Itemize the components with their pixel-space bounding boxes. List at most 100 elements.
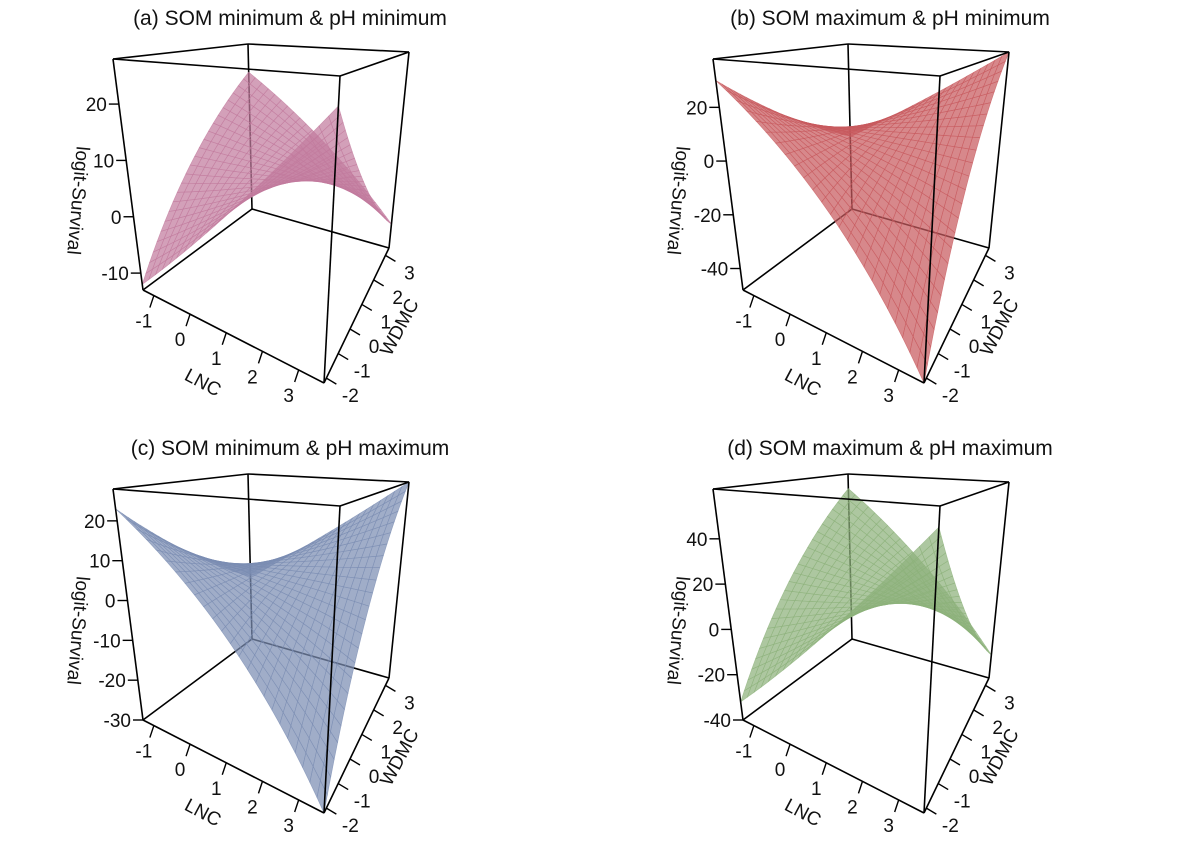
panel-title: (a) SOM minimum & pH minimum	[133, 7, 447, 30]
x-tick-label: 0	[775, 330, 786, 351]
y-tick-label: -2	[942, 816, 959, 837]
x-tick-label: 3	[283, 816, 294, 837]
x-tick-label: -1	[135, 312, 152, 333]
box-edge	[851, 638, 990, 679]
x-tick	[821, 762, 827, 776]
surface	[141, 71, 392, 286]
z-tick-label: -10	[93, 631, 120, 652]
z-tick-label: 10	[89, 552, 110, 573]
y-tick	[926, 377, 937, 385]
x-tick-label: 1	[211, 349, 222, 370]
z-axis-label: logit-Survival	[62, 145, 92, 255]
z-tick-label: 0	[111, 208, 122, 229]
z-axis-label: logit-Survival	[662, 145, 692, 255]
x-tick	[785, 743, 791, 757]
box-edge	[742, 208, 853, 291]
y-tick	[949, 328, 961, 336]
x-tick	[857, 781, 864, 794]
y-tick	[337, 782, 349, 791]
z-tick-label: -10	[101, 264, 128, 285]
y-tick-label: 0	[369, 767, 380, 788]
y-tick	[926, 807, 937, 815]
y-tick-label: 2	[992, 288, 1003, 309]
z-tick-label: -40	[701, 260, 728, 281]
y-tick	[385, 254, 396, 262]
x-tick	[185, 313, 191, 327]
panel-title: (d) SOM maximum & pH maximum	[727, 437, 1053, 460]
box-edge	[388, 51, 410, 249]
box-edge	[847, 43, 1010, 53]
box-edge	[939, 481, 1010, 507]
box-edge	[923, 75, 941, 384]
box-edge	[142, 208, 253, 291]
y-tick	[326, 807, 337, 815]
box-edge	[712, 488, 744, 721]
box-edge	[742, 638, 853, 721]
x-axis-label: LNC	[181, 365, 224, 401]
y-tick	[973, 279, 984, 287]
panel-title: (b) SOM maximum & pH minimum	[730, 7, 1050, 30]
z-tick-label: 0	[105, 592, 116, 613]
y-tick-label: 3	[404, 263, 415, 284]
x-tick-label: 3	[883, 816, 894, 837]
x-tick-label: 0	[175, 760, 186, 781]
box-edge	[988, 51, 1010, 249]
box-edge	[923, 247, 990, 384]
y-tick	[949, 758, 961, 766]
x-tick-label: 3	[883, 386, 894, 407]
z-axis-label: logit-Survival	[62, 575, 92, 685]
box-edge	[112, 58, 144, 291]
z-tick-label: 20	[84, 512, 105, 533]
x-tick	[185, 743, 191, 757]
x-tick-label: -1	[735, 742, 752, 763]
surface-facet	[383, 215, 392, 225]
y-tick	[337, 352, 349, 361]
surface	[740, 488, 992, 703]
box-edge	[712, 488, 941, 507]
box-edge	[742, 289, 925, 384]
y-tick-label: 1	[381, 742, 392, 763]
x-tick	[749, 295, 755, 308]
box-edge	[939, 51, 1010, 77]
box-edge	[339, 481, 410, 507]
y-tick	[961, 303, 973, 312]
y-tick-label: -2	[342, 816, 359, 837]
x-tick	[785, 313, 791, 327]
y-tick	[349, 758, 361, 766]
z-tick-label: -20	[698, 666, 725, 687]
y-tick	[973, 709, 984, 717]
x-tick	[893, 369, 900, 383]
y-tick-label: -2	[942, 386, 959, 407]
y-tick-label: -1	[954, 362, 971, 383]
surface	[115, 481, 410, 814]
box-edge	[142, 638, 253, 721]
x-tick-label: 1	[211, 779, 222, 800]
z-tick-label: 0	[709, 620, 720, 641]
box-edge	[142, 289, 325, 384]
y-tick-label: 2	[992, 718, 1003, 739]
box-edge	[712, 58, 941, 77]
x-tick	[221, 332, 227, 346]
box-edge	[142, 719, 325, 814]
box-edge	[388, 481, 410, 679]
z-tick-label: -30	[104, 711, 131, 732]
x-tick-label: 2	[847, 797, 858, 818]
x-tick	[149, 295, 155, 308]
x-axis-label: LNC	[181, 795, 224, 831]
y-tick	[361, 733, 373, 742]
x-tick	[749, 725, 755, 738]
box-edge	[112, 473, 249, 490]
z-axis-label: logit-Survival	[662, 575, 692, 685]
box-edge	[112, 488, 144, 721]
x-tick-label: -1	[135, 742, 152, 763]
x-tick-label: 0	[175, 330, 186, 351]
x-tick	[293, 799, 300, 813]
y-tick-label: 0	[369, 337, 380, 358]
box-edge	[251, 208, 390, 249]
box-edge	[712, 58, 744, 291]
z-tick-label: 20	[686, 98, 707, 119]
